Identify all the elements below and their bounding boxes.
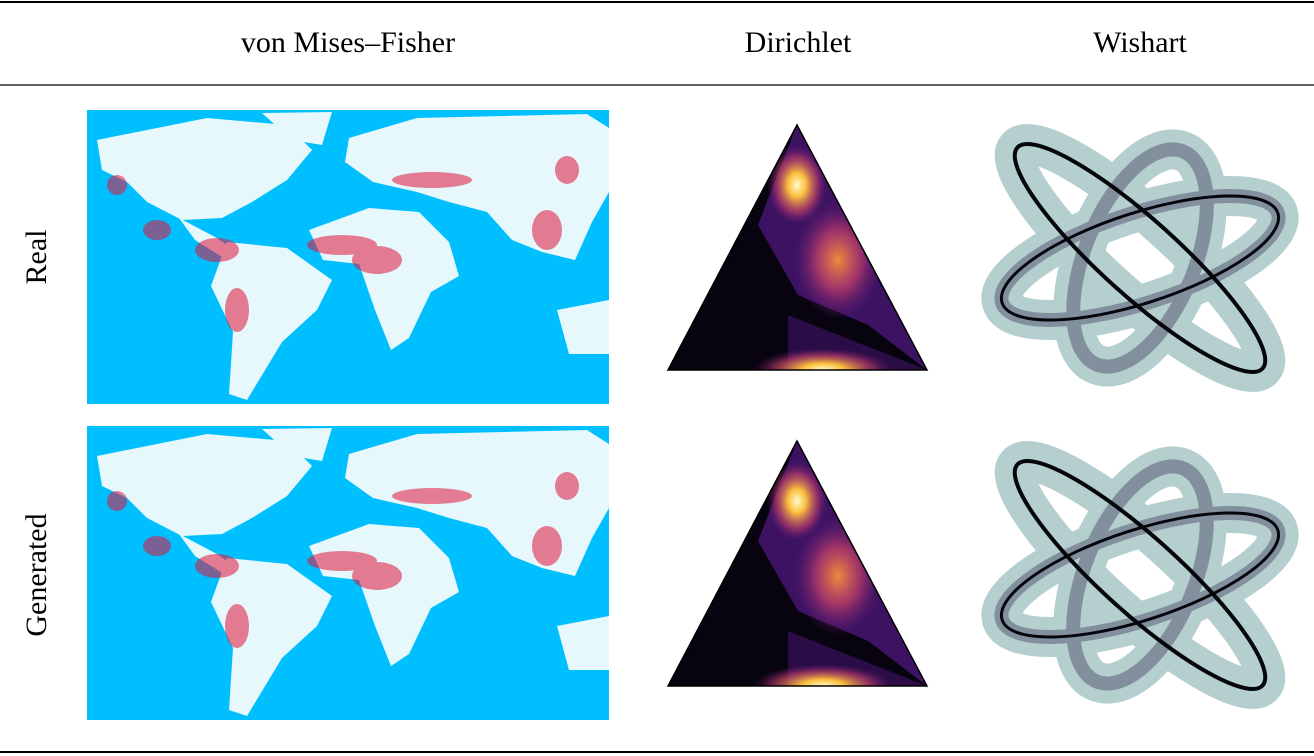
column-header: Dirichlet [745, 26, 852, 59]
row-label: Real [20, 230, 53, 285]
column-header: von Mises–Fisher [241, 26, 455, 59]
wishart-panel [988, 119, 1292, 396]
dirichlet-panel [668, 125, 927, 392]
wishart-panel [988, 436, 1292, 713]
map-panel [87, 110, 609, 404]
dirichlet-panel [668, 441, 927, 708]
row-label: Generated [20, 513, 53, 636]
column-header: Wishart [1093, 26, 1187, 59]
map-panel [87, 426, 609, 720]
